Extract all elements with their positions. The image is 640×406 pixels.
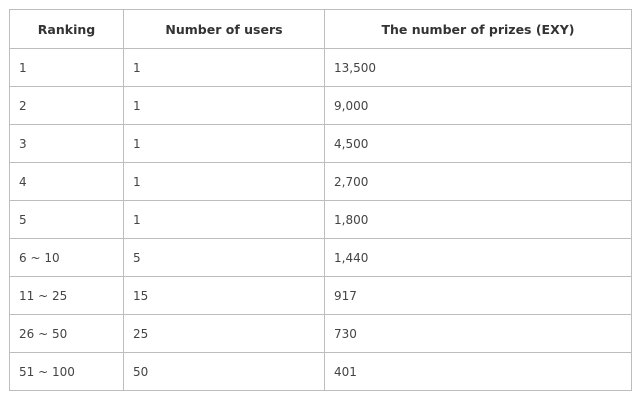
cell-ranking: 1 (9, 48, 124, 87)
table-header-row: Ranking Number of users The number of pr… (9, 9, 632, 49)
prize-table-container: Ranking Number of users The number of pr… (9, 9, 632, 391)
prize-table: Ranking Number of users The number of pr… (9, 9, 632, 391)
table-row: 3 1 4,500 (9, 124, 632, 163)
cell-users: 1 (123, 48, 325, 87)
table-row: 51 ~ 100 50 401 (9, 352, 632, 391)
header-ranking: Ranking (9, 9, 124, 49)
cell-prizes: 13,500 (324, 48, 632, 87)
header-number-of-prizes: The number of prizes (EXY) (324, 9, 632, 49)
cell-prizes: 401 (324, 352, 632, 391)
cell-users: 50 (123, 352, 325, 391)
cell-users: 5 (123, 238, 325, 277)
cell-prizes: 1,800 (324, 200, 632, 239)
cell-ranking: 11 ~ 25 (9, 276, 124, 315)
cell-prizes: 4,500 (324, 124, 632, 163)
cell-ranking: 2 (9, 86, 124, 125)
header-number-of-users: Number of users (123, 9, 325, 49)
cell-ranking: 4 (9, 162, 124, 201)
cell-ranking: 51 ~ 100 (9, 352, 124, 391)
cell-ranking: 5 (9, 200, 124, 239)
table-row: 26 ~ 50 25 730 (9, 314, 632, 353)
table-row: 11 ~ 25 15 917 (9, 276, 632, 315)
table-row: 5 1 1,800 (9, 200, 632, 239)
cell-ranking: 6 ~ 10 (9, 238, 124, 277)
cell-ranking: 3 (9, 124, 124, 163)
cell-users: 1 (123, 124, 325, 163)
cell-prizes: 730 (324, 314, 632, 353)
cell-users: 1 (123, 200, 325, 239)
cell-users: 15 (123, 276, 325, 315)
cell-users: 1 (123, 86, 325, 125)
cell-ranking: 26 ~ 50 (9, 314, 124, 353)
cell-prizes: 9,000 (324, 86, 632, 125)
cell-users: 1 (123, 162, 325, 201)
cell-prizes: 1,440 (324, 238, 632, 277)
cell-users: 25 (123, 314, 325, 353)
table-row: 4 1 2,700 (9, 162, 632, 201)
table-row: 6 ~ 10 5 1,440 (9, 238, 632, 277)
cell-prizes: 2,700 (324, 162, 632, 201)
table-row: 2 1 9,000 (9, 86, 632, 125)
table-row: 1 1 13,500 (9, 48, 632, 87)
cell-prizes: 917 (324, 276, 632, 315)
